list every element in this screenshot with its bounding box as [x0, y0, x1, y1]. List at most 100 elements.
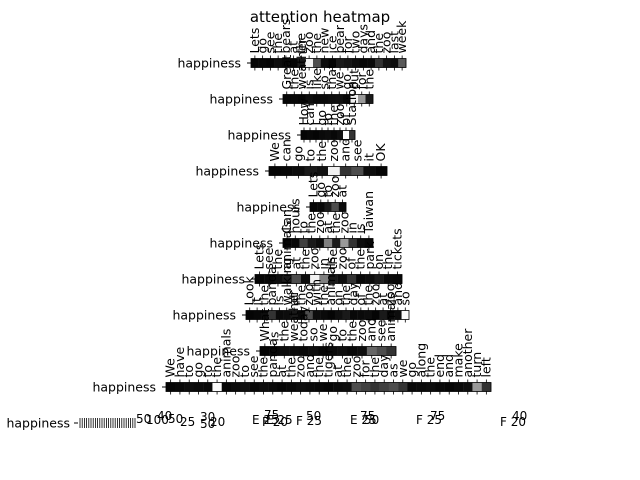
- token-label: today: [296, 305, 311, 341]
- heatmap-cell: [258, 382, 269, 392]
- bottom-tick-label: E 25: [266, 413, 293, 427]
- heatmap-cell: [280, 166, 293, 176]
- token-label: We: [163, 358, 178, 378]
- token-label: end: [432, 354, 447, 378]
- heatmap-cell: [363, 166, 376, 176]
- token-label: the: [286, 69, 301, 90]
- heatmap-cell: [383, 274, 394, 284]
- token-label: is: [271, 296, 286, 306]
- token-label: out: [346, 69, 361, 90]
- token-label: bear: [332, 24, 347, 53]
- row-label: happiness: [236, 200, 300, 215]
- token-label: at: [288, 257, 303, 270]
- token-label: tickets: [389, 228, 404, 269]
- token-label: on: [331, 290, 346, 306]
- token-label: and: [390, 282, 405, 306]
- row-label: happiness: [227, 128, 291, 143]
- token-label: animals: [323, 257, 338, 306]
- token-label: zoo: [307, 248, 322, 270]
- token-label: zoo: [354, 320, 369, 342]
- heatmap-cell: [375, 58, 383, 68]
- bottom-tick-label: 25: [180, 415, 195, 429]
- token-label: zoo: [348, 356, 363, 378]
- heatmap-cell: [349, 130, 356, 140]
- heatmap-cell: [328, 346, 338, 356]
- token-label: park: [362, 241, 377, 270]
- heatmap-cell: [286, 382, 297, 392]
- bottom-tick-label: E 25: [252, 413, 279, 427]
- heatmap-cell: [361, 382, 371, 392]
- heatmap-cell: [310, 274, 320, 284]
- heatmap-cell: [374, 274, 384, 284]
- token-label: the: [344, 321, 359, 342]
- heatmap-cell: [275, 310, 284, 320]
- token-label: with: [308, 279, 323, 306]
- token-label: Taiwan: [361, 191, 376, 235]
- heatmap-cell: [320, 94, 329, 104]
- row-frame: [282, 94, 374, 104]
- token-label: make: [451, 343, 466, 378]
- token-label: to: [302, 149, 317, 162]
- token-label: so: [397, 291, 412, 305]
- bottom-tick-label: 100: [146, 413, 169, 427]
- token-label: Can: [279, 209, 294, 233]
- token-label: the: [316, 285, 331, 306]
- heatmap-cell: [367, 58, 376, 68]
- token-label: at: [274, 365, 289, 378]
- token-label: the: [256, 357, 271, 378]
- heatmap-cell: [290, 310, 299, 320]
- heatmap-cell: [342, 382, 352, 392]
- heatmap-cell: [339, 166, 352, 176]
- token-label: the: [360, 285, 375, 306]
- heatmap-cell: [268, 382, 278, 392]
- heatmap-cell: [349, 310, 358, 320]
- heatmap-cell: [401, 310, 410, 320]
- heatmap-cell: [366, 346, 377, 356]
- token-label: go: [404, 362, 419, 378]
- heatmap-cell: [307, 130, 314, 140]
- token-label: to: [237, 365, 252, 378]
- heatmap-cell: [269, 166, 281, 176]
- token-label: that: [324, 64, 339, 89]
- token-label: can: [279, 139, 294, 161]
- heatmap-cell: [376, 346, 387, 356]
- heatmap-cell: [324, 202, 332, 212]
- token-label: go: [255, 38, 270, 54]
- token-label: can: [302, 103, 317, 125]
- heatmap-cell: [305, 310, 313, 320]
- token-label: the: [209, 357, 224, 378]
- row-frame: [250, 58, 407, 68]
- heatmap-cell: [365, 94, 374, 104]
- token-label: the: [257, 285, 272, 306]
- heatmap-cell: [260, 310, 269, 320]
- heatmap-cell: [379, 382, 390, 392]
- token-label: go: [191, 362, 206, 378]
- token-label: the: [380, 249, 395, 270]
- heatmap-cell: [333, 382, 343, 392]
- heatmap-cell: [319, 130, 326, 140]
- token-label: see: [350, 139, 365, 161]
- token-label: new: [317, 28, 332, 54]
- heatmap-cell: [356, 238, 366, 248]
- heatmap-cell: [298, 94, 306, 104]
- token-label: we: [395, 359, 410, 377]
- token-label: zoo: [326, 140, 341, 162]
- heatmap-cell: [344, 58, 352, 68]
- heatmap-cell: [328, 58, 337, 68]
- token-label: We: [267, 142, 282, 162]
- token-label: as: [386, 363, 401, 377]
- row-label: happiness: [177, 56, 241, 71]
- token-label: to: [335, 329, 350, 342]
- heatmap-cell: [317, 202, 325, 212]
- heatmap-cell: [304, 166, 317, 176]
- heatmap-cell: [291, 238, 300, 248]
- token-label: hours: [287, 198, 302, 233]
- heatmap-cell: [392, 274, 403, 284]
- token-label: and: [363, 30, 378, 54]
- token-label: like: [309, 68, 324, 90]
- bottom-row-label: happiness: [6, 416, 70, 431]
- token-label: go: [291, 146, 306, 162]
- token-label: the: [270, 249, 285, 270]
